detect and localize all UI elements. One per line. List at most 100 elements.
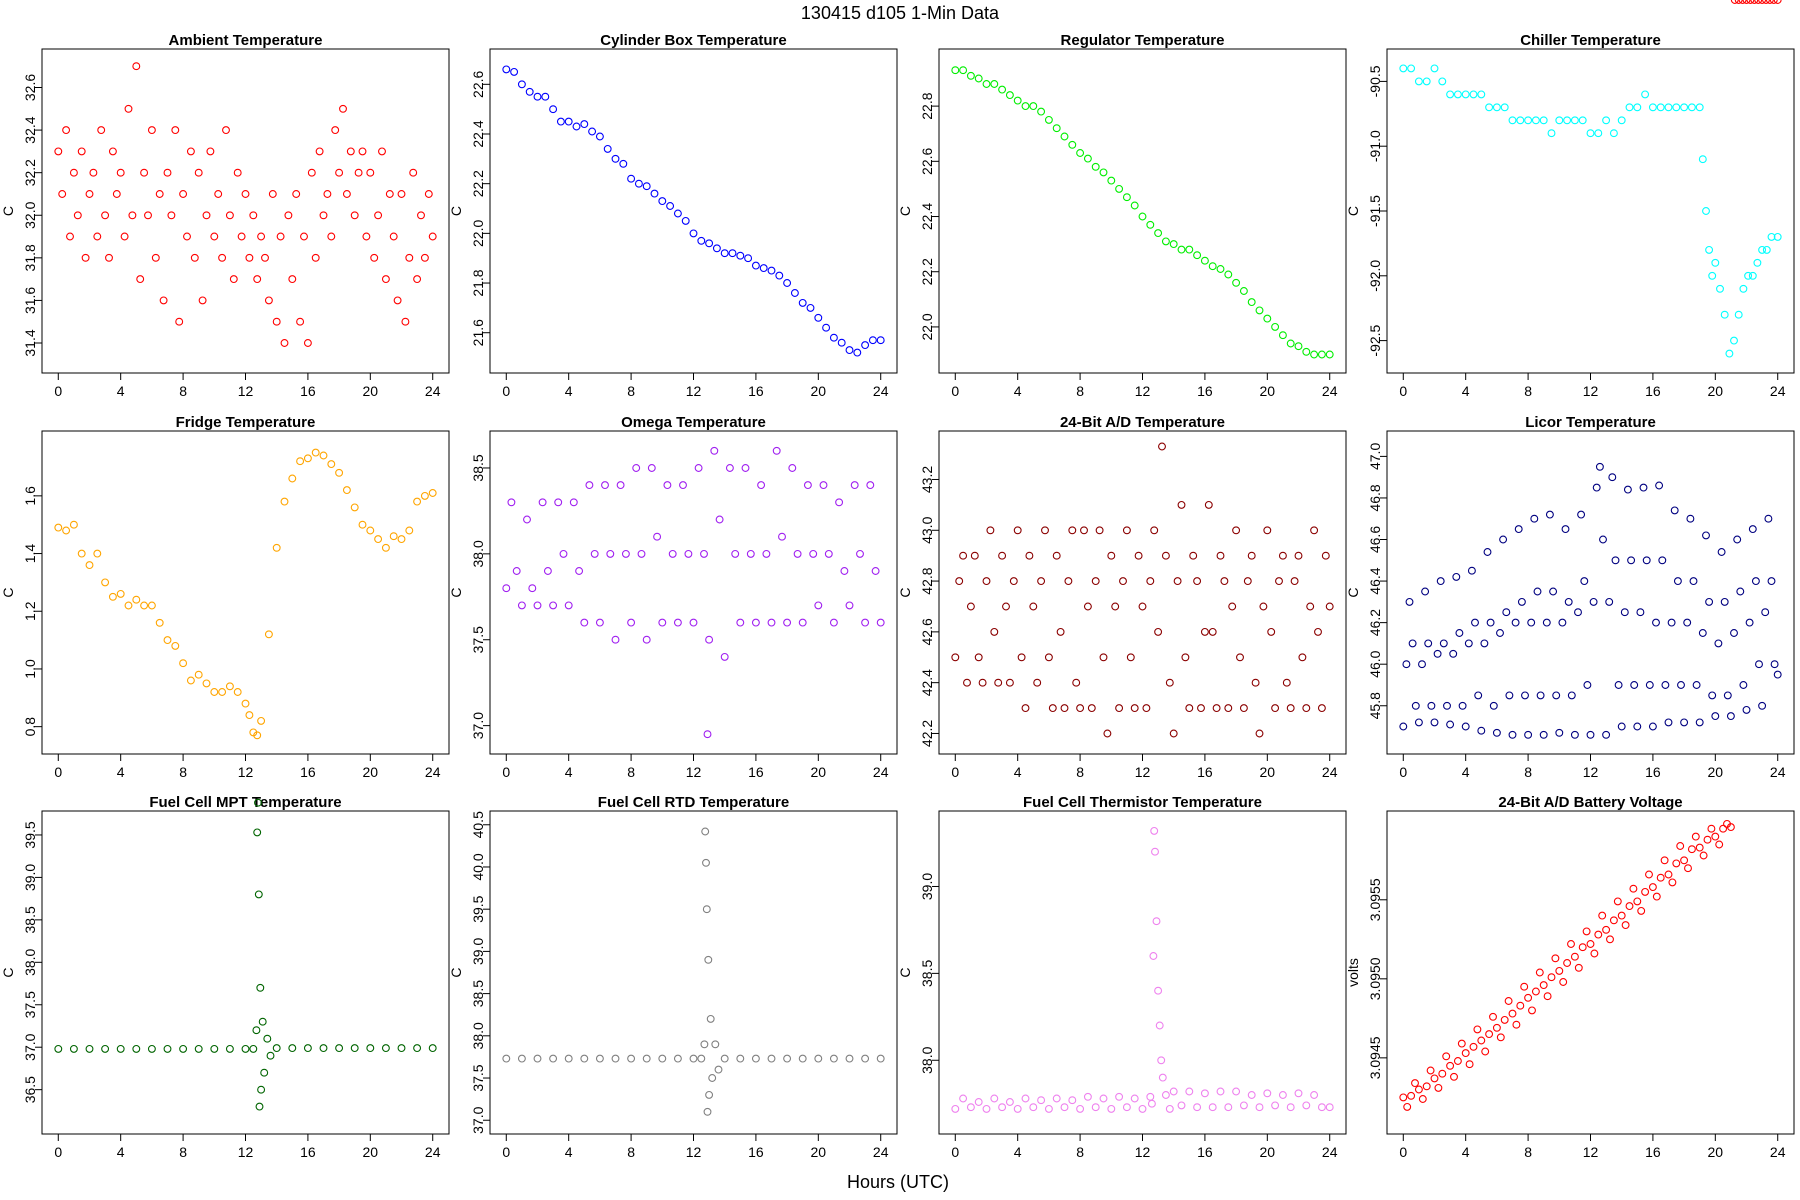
ambient-temperature-point-9 bbox=[89, 168, 98, 177]
regulator-temperature-point-46 bbox=[1310, 350, 1319, 359]
fuel-cell-rtd-temperature-point-16 bbox=[702, 858, 710, 867]
fuel-cell-thermistor-temperature-point-13 bbox=[1052, 1094, 1061, 1103]
chiller-temperature-point-42 bbox=[1708, 271, 1717, 280]
fuel-cell-mpt-temperature-y-tick-label-1: 37.0 bbox=[22, 1033, 38, 1060]
24-bit-a-d-battery-voltage-plot-frame bbox=[1386, 810, 1795, 1135]
omega-temperature-point-28 bbox=[647, 464, 656, 472]
ambient-temperature-point-37 bbox=[198, 296, 207, 305]
regulator-temperature-point-4 bbox=[982, 80, 991, 88]
fuel-cell-mpt-temperature-panel: Fuel Cell MPT Temperature 0 4 8 12 16 20 24 36.5… bbox=[0, 794, 450, 1160]
fuel-cell-rtd-temperature-point-4 bbox=[564, 1054, 573, 1063]
omega-temperature-ylabel: C bbox=[448, 587, 464, 597]
licor-temperature-point-58 bbox=[1580, 577, 1589, 586]
24-bit-a-d-battery-voltage-point-77 bbox=[1699, 851, 1708, 860]
regulator-temperature-point-29 bbox=[1177, 245, 1186, 254]
24-bit-a-d-temperature-point-10 bbox=[990, 627, 999, 636]
ambient-temperature-point-8 bbox=[85, 190, 94, 198]
omega-temperature-point-4 bbox=[523, 515, 531, 524]
fuel-cell-mpt-temperature-x-tick-label-12: 12 bbox=[238, 1144, 254, 1160]
ambient-temperature-x-tick-label-0: 0 bbox=[54, 383, 62, 399]
licor-temperature-point-7 bbox=[1421, 587, 1430, 596]
omega-temperature-point-0 bbox=[502, 584, 511, 593]
licor-temperature-point-106 bbox=[1730, 629, 1738, 637]
ambient-temperature-point-52 bbox=[257, 232, 266, 241]
omega-temperature-point-46 bbox=[741, 464, 750, 472]
omega-temperature-point-58 bbox=[803, 481, 812, 490]
regulator-temperature-x-tick-label-24: 24 bbox=[1322, 383, 1338, 399]
ambient-temperature-point-53 bbox=[261, 253, 269, 262]
24-bit-a-d-temperature-y-tick-label-0: 42.2 bbox=[919, 720, 935, 747]
fridge-temperature-point-37 bbox=[327, 460, 336, 469]
chiller-temperature-point-39 bbox=[1698, 155, 1707, 164]
24-bit-a-d-temperature-point-79 bbox=[1259, 602, 1268, 611]
omega-temperature-point-1 bbox=[507, 498, 516, 507]
24-bit-a-d-battery-voltage-point-80 bbox=[1711, 832, 1720, 841]
cylinder-box-temperature-point-41 bbox=[822, 323, 831, 332]
fuel-cell-mpt-temperature-point-13 bbox=[249, 1044, 258, 1053]
24-bit-a-d-battery-voltage-point-69 bbox=[1668, 878, 1677, 887]
omega-temperature-point-2 bbox=[512, 567, 521, 575]
24-bit-a-d-battery-voltage-point-70 bbox=[1672, 859, 1681, 868]
fuel-cell-thermistor-temperature-point-0 bbox=[951, 1104, 960, 1113]
licor-temperature-point-61 bbox=[1589, 597, 1598, 606]
fuel-cell-rtd-temperature-point-14 bbox=[700, 1040, 709, 1049]
ambient-temperature-point-84 bbox=[381, 275, 390, 284]
fuel-cell-thermistor-temperature-point-3 bbox=[974, 1098, 983, 1106]
fuel-cell-mpt-temperature-point-28 bbox=[319, 1044, 328, 1053]
omega-temperature-point-73 bbox=[703, 730, 712, 739]
omega-temperature-point-64 bbox=[835, 498, 844, 507]
cylinder-box-temperature-point-3 bbox=[525, 87, 534, 96]
24-bit-a-d-battery-voltage-point-9 bbox=[1434, 1083, 1443, 1092]
licor-temperature-point-12 bbox=[1436, 577, 1445, 586]
24-bit-a-d-battery-voltage-point-48 bbox=[1586, 940, 1595, 948]
24-bit-a-d-battery-voltage-point-36 bbox=[1539, 981, 1548, 990]
24-bit-a-d-temperature-point-12 bbox=[998, 551, 1007, 560]
fuel-cell-thermistor-temperature-plot-frame bbox=[938, 810, 1347, 1135]
omega-temperature-point-49 bbox=[757, 481, 766, 490]
ambient-temperature-point-72 bbox=[335, 168, 344, 177]
24-bit-a-d-temperature-point-67 bbox=[1212, 704, 1221, 713]
fuel-cell-rtd-temperature-x-axis: 0 4 8 12 16 20 24 bbox=[502, 1133, 889, 1160]
fuel-cell-mpt-temperature-y-tick-label-5: 39.0 bbox=[22, 864, 38, 891]
fuel-cell-rtd-temperature-point-3 bbox=[549, 1054, 558, 1063]
ambient-temperature-point-5 bbox=[73, 211, 82, 220]
ambient-temperature-x-tick-label-20: 20 bbox=[363, 383, 379, 399]
regulator-temperature-point-19 bbox=[1099, 168, 1108, 177]
fuel-cell-thermistor-temperature-point-54 bbox=[1302, 1101, 1311, 1110]
regulator-temperature-point-10 bbox=[1029, 102, 1038, 111]
licor-temperature-point-75 bbox=[1633, 722, 1642, 731]
24-bit-a-d-temperature-point-1 bbox=[955, 577, 964, 586]
omega-temperature-point-45 bbox=[736, 618, 745, 627]
omega-temperature-point-39 bbox=[705, 635, 714, 644]
ambient-temperature-point-57 bbox=[276, 232, 285, 241]
24-bit-a-d-temperature-point-5 bbox=[970, 551, 979, 560]
fridge-temperature-point-10 bbox=[132, 595, 141, 604]
24-bit-a-d-battery-voltage-ylabel: volts bbox=[1345, 958, 1361, 987]
chiller-temperature-point-35 bbox=[1672, 103, 1681, 112]
24-bit-a-d-temperature-point-22 bbox=[1037, 577, 1046, 586]
chiller-temperature-point-13 bbox=[1500, 103, 1509, 112]
omega-temperature-point-40 bbox=[710, 446, 719, 455]
chiller-temperature-point-53 bbox=[1758, 245, 1767, 254]
24-bit-a-d-battery-voltage-point-31 bbox=[1520, 982, 1529, 991]
fridge-temperature-point-24 bbox=[241, 699, 250, 708]
licor-temperature-point-35 bbox=[1508, 730, 1517, 739]
cylinder-box-temperature-y-tick-label-3: 22.2 bbox=[470, 170, 486, 197]
ambient-temperature-point-7 bbox=[81, 253, 90, 262]
licor-temperature-point-44 bbox=[1536, 691, 1545, 700]
fuel-cell-mpt-temperature-x-tick-label-24: 24 bbox=[425, 1144, 441, 1160]
chiller-temperature-title: Chiller Temperature bbox=[1520, 32, 1661, 49]
fuel-cell-mpt-temperature-series bbox=[54, 798, 437, 1111]
omega-temperature-x-tick-label-24: 24 bbox=[873, 764, 889, 780]
cylinder-box-temperature-point-31 bbox=[744, 254, 753, 263]
fridge-temperature-point-39 bbox=[342, 486, 351, 495]
ambient-temperature-point-66 bbox=[311, 253, 320, 262]
cylinder-box-temperature-point-34 bbox=[767, 266, 776, 275]
24-bit-a-d-battery-voltage-point-95 bbox=[1769, 0, 1778, 4]
fuel-cell-mpt-temperature-point-30 bbox=[350, 1044, 359, 1053]
cylinder-box-temperature-x-tick-label-4: 4 bbox=[565, 383, 573, 399]
ambient-temperature-point-41 bbox=[214, 190, 223, 198]
24-bit-a-d-temperature-point-28 bbox=[1060, 704, 1069, 713]
